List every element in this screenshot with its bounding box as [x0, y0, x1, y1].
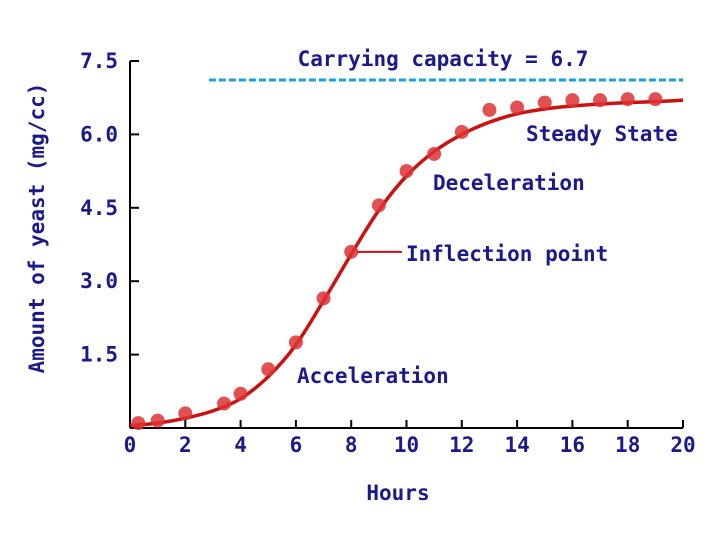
- data-point: [648, 92, 663, 107]
- x-tick-label: 20: [670, 433, 695, 457]
- x-tick-label: 8: [345, 433, 358, 457]
- data-point: [399, 164, 414, 179]
- x-tick-label: 12: [449, 433, 474, 457]
- x-tick-label: 2: [179, 433, 192, 457]
- ticks: 0 2 4 6 8 10 12 14 16 18 20 1.5 3.0 4.5 6.0 7.5: [80, 49, 696, 457]
- x-axis-title: Hours: [366, 481, 429, 505]
- x-tick-label: 4: [234, 433, 247, 457]
- data-point: [565, 93, 580, 108]
- y-tick-label: 7.5: [80, 49, 118, 73]
- data-point: [150, 413, 165, 428]
- data-point: [178, 406, 193, 421]
- annotation-acceleration: Acceleration: [297, 364, 449, 388]
- data-point: [288, 335, 303, 350]
- data-point: [131, 416, 146, 431]
- x-tick-label: 14: [504, 433, 529, 457]
- y-tick-label: 6.0: [80, 122, 118, 146]
- data-point: [344, 244, 359, 259]
- data-point: [593, 93, 608, 108]
- data-points: [131, 92, 663, 431]
- x-tick-label: 6: [290, 433, 303, 457]
- annotation-deceleration: Deceleration: [433, 171, 585, 195]
- annotation-inflection-point: Inflection point: [406, 242, 608, 266]
- data-point: [620, 92, 635, 107]
- data-point: [316, 291, 331, 306]
- data-point: [371, 198, 386, 213]
- x-tick-label: 16: [560, 433, 585, 457]
- data-point: [482, 102, 497, 117]
- data-point: [217, 396, 232, 411]
- data-point: [454, 124, 469, 139]
- annotation-steady-state: Steady State: [526, 122, 678, 146]
- y-tick-label: 4.5: [80, 196, 118, 220]
- y-tick-label: 3.0: [80, 269, 118, 293]
- data-point: [537, 95, 552, 110]
- carrying-capacity-label: Carrying capacity = 6.7: [298, 47, 589, 71]
- y-axis-title: Amount of yeast (mg/cc): [25, 83, 49, 374]
- x-tick-label: 10: [394, 433, 419, 457]
- y-tick-label: 1.5: [80, 343, 118, 367]
- data-point: [233, 386, 248, 401]
- data-point: [427, 146, 442, 161]
- data-point: [261, 362, 276, 377]
- x-tick-label: 18: [615, 433, 640, 457]
- x-tick-label: 0: [124, 433, 137, 457]
- data-point: [510, 100, 525, 115]
